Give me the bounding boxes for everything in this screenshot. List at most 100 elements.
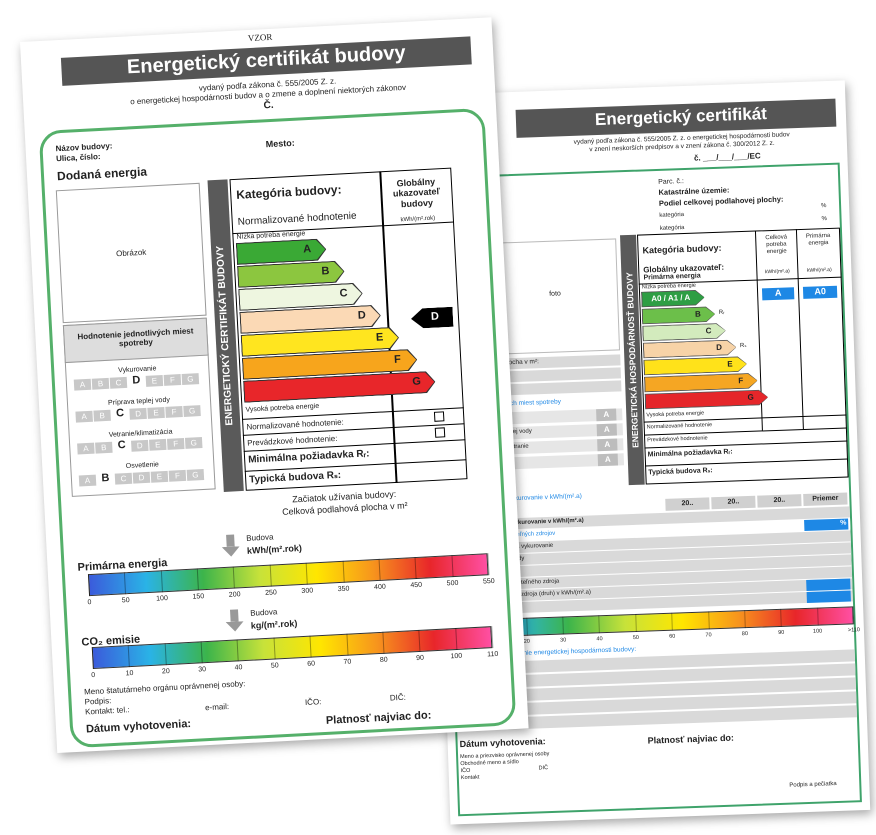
tick-label: 30 [198,666,207,674]
rating-letter: E [154,440,161,450]
ico: IČO: [304,697,322,707]
marker: Rₛ [739,342,747,350]
item-rating: A [603,409,610,419]
class-letter: D [357,309,367,322]
rating-letter: B [97,379,104,389]
tick-label: 20 [161,668,170,676]
global-indicator-label: Globálny ukazovateľ budovy [392,176,441,209]
table-header: 20.. [727,498,740,506]
class-letter: C [339,287,348,300]
certificate-number: Č. [263,99,274,112]
tick-label: 40 [596,636,603,643]
rating-letter: G [190,438,198,448]
table-header: Priemer [812,494,839,503]
tick-label: 100 [156,595,169,603]
rating-letter: C [120,474,127,484]
class-letter: E [375,331,384,344]
contact: Kontakt [460,774,480,782]
rating-letter: C [115,407,125,420]
tick-label: 50 [121,597,130,605]
rating-letter: G [187,374,194,384]
unit-label: kWh/(m².a) [764,268,790,276]
tick-label: 110 [486,650,499,659]
total-rating: A [774,287,782,298]
rating-letter: B [100,443,107,453]
class-letter: A0 / A1 / A [651,292,691,304]
rating-letter: A [79,380,86,390]
tick-label: 0 [91,671,96,680]
column-header: Celková potreba energie [765,234,788,255]
class-arrow [643,324,725,341]
signature: Podpis: [84,696,112,707]
tick-label: 30 [560,637,567,644]
building-rating: D [430,310,440,323]
consumption-label: Osvetlenie [125,461,160,471]
field-label: Parc. č.: [658,178,684,186]
category-word: kategória [659,225,685,232]
tick-label: 550 [482,577,495,586]
tick-label: 100 [450,652,463,661]
percent-cell-text: % [840,519,847,527]
rating-letter: D [134,409,142,419]
tick-label: 50 [270,662,279,670]
image-placeholder: Obrázok [115,247,147,259]
dic: DIČ [538,765,549,772]
rating-letter: F [169,375,176,385]
rating-letter: F [171,407,177,417]
certificate-number: č. ___/___/___/EC [693,151,761,163]
class-letter: B [694,309,701,319]
category-word: kategória [659,212,685,219]
checkbox [433,411,445,422]
unit-label: kWh/(m².a) [806,266,832,274]
building-label: Budova [249,607,278,618]
rating-letter: B [99,411,106,421]
tick-label: 20 [523,638,531,645]
tick-label: 60 [669,633,676,640]
rating-letter: A [81,412,88,422]
tick-label: 500 [446,579,459,588]
tick-label: 10 [125,669,134,678]
rating-letter: A [82,443,89,454]
table-header: 20.. [773,496,786,505]
indicator-shaft [230,609,239,622]
class-letter: C [705,326,712,336]
renewable-cell [806,578,851,591]
tick-label: >110 [847,627,861,634]
ico: IČO [460,767,471,775]
tick-label: 400 [373,583,386,592]
co2-cell [806,590,851,603]
class-letter: G [412,375,422,388]
rating-letter: D [132,374,141,387]
percent: % [821,203,827,210]
item-rating: A [603,424,610,434]
class-letter: B [321,265,330,278]
rating-letter: E [156,472,163,482]
rating-letter: E [153,408,160,418]
rating-letter: E [151,376,158,386]
table-header: 20.. [681,499,694,508]
tick-label: 50 [632,634,640,642]
indicator-shaft [226,534,235,547]
rating-letter: G [188,406,196,416]
tick-label: 90 [415,654,425,663]
field-label: Mesto: [265,137,295,150]
tick-label: 450 [410,581,423,590]
class-letter: F [393,353,402,366]
building-label: Budova [246,532,274,543]
dic: DIČ: [389,692,407,703]
tick-label: 70 [705,632,712,639]
rating-letter: F [174,471,181,481]
rating-letter: A [84,475,91,486]
tick-label: 0 [87,599,92,607]
item-rating: A [604,439,611,449]
rating-letter: F [173,439,179,449]
class-arrow [643,307,715,324]
primary-rating: A0 [814,286,827,297]
rating-letter: D [136,441,143,451]
front-document: VZOR Energetický certifikát budovy vydaný … [20,17,529,754]
tick-label: 100 [812,628,823,635]
tick-label: 200 [228,591,241,599]
percent: % [821,216,828,223]
tick-label: 40 [234,664,243,672]
